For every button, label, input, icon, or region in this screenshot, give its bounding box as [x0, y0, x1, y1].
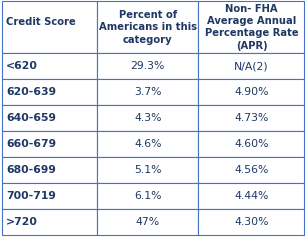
Text: N/A(2): N/A(2): [234, 61, 269, 71]
Bar: [199, 53, 304, 79]
Text: 620-639: 620-639: [6, 87, 56, 97]
Bar: [2, 105, 97, 131]
Text: 47%: 47%: [136, 217, 160, 227]
Text: Credit Score: Credit Score: [6, 17, 76, 27]
Text: 700-719: 700-719: [6, 191, 56, 201]
Bar: [199, 79, 304, 105]
Text: Percent of
Americans in this
category: Percent of Americans in this category: [99, 10, 197, 45]
Bar: [97, 183, 199, 209]
Text: 4.73%: 4.73%: [234, 113, 269, 123]
Text: 29.3%: 29.3%: [131, 61, 165, 71]
Bar: [2, 1, 97, 53]
Text: >720: >720: [6, 217, 38, 227]
Text: 640-659: 640-659: [6, 113, 56, 123]
Text: 4.60%: 4.60%: [234, 139, 269, 149]
Text: 4.3%: 4.3%: [134, 113, 162, 123]
Bar: [199, 209, 304, 235]
Bar: [97, 53, 199, 79]
Text: 4.90%: 4.90%: [234, 87, 269, 97]
Bar: [2, 209, 97, 235]
Text: 4.44%: 4.44%: [234, 191, 269, 201]
Bar: [199, 131, 304, 157]
Bar: [97, 209, 199, 235]
Text: 3.7%: 3.7%: [134, 87, 162, 97]
Text: 4.30%: 4.30%: [234, 217, 269, 227]
Bar: [199, 1, 304, 53]
Bar: [97, 79, 199, 105]
Text: 660-679: 660-679: [6, 139, 56, 149]
Text: <620: <620: [6, 61, 38, 71]
Bar: [2, 131, 97, 157]
Bar: [2, 157, 97, 183]
Bar: [97, 131, 199, 157]
Text: Non- FHA
Average Annual
Percentage Rate
(APR): Non- FHA Average Annual Percentage Rate …: [205, 4, 298, 51]
Bar: [97, 1, 199, 53]
Bar: [199, 105, 304, 131]
Bar: [2, 53, 97, 79]
Text: 6.1%: 6.1%: [134, 191, 162, 201]
Bar: [97, 157, 199, 183]
Text: 680-699: 680-699: [6, 165, 56, 175]
Bar: [2, 183, 97, 209]
Bar: [2, 79, 97, 105]
Bar: [97, 105, 199, 131]
Bar: [199, 157, 304, 183]
Text: 5.1%: 5.1%: [134, 165, 162, 175]
Text: 4.56%: 4.56%: [234, 165, 269, 175]
Bar: [199, 183, 304, 209]
Text: 4.6%: 4.6%: [134, 139, 162, 149]
